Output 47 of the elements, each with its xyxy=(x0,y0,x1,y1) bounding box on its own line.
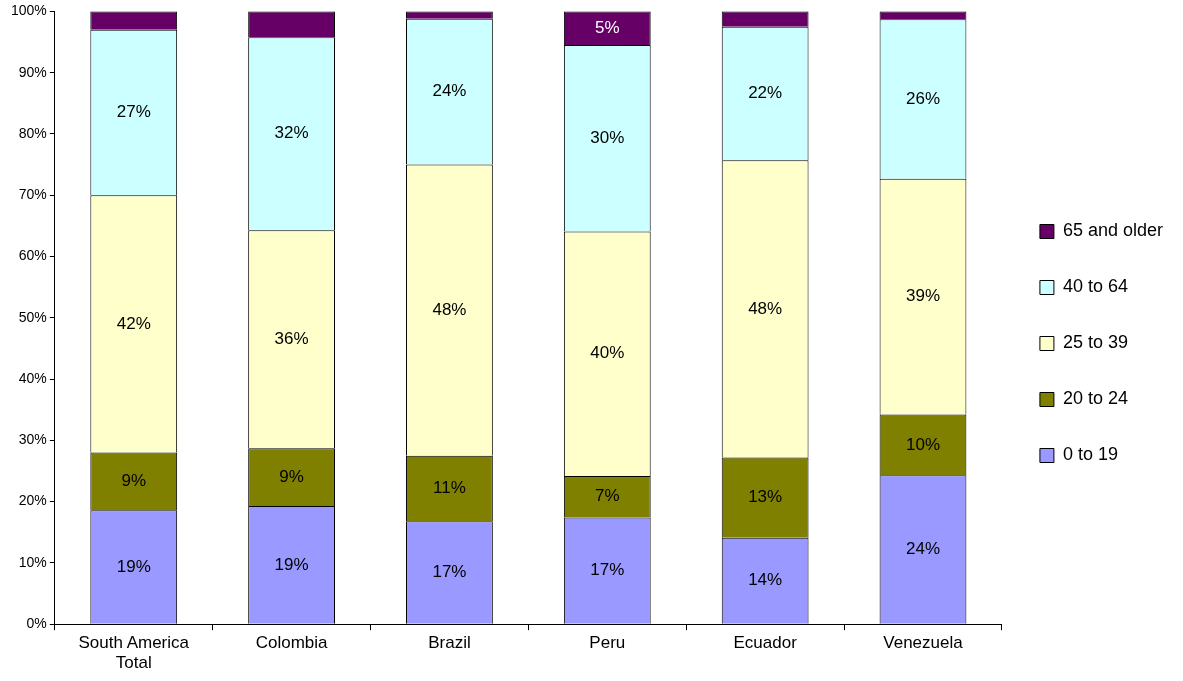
data-label: 32% xyxy=(274,123,309,143)
y-tick-label: 60% xyxy=(18,247,47,264)
data-label: 39% xyxy=(905,286,941,306)
y-tick-label: 50% xyxy=(18,308,47,325)
x-tick-label: Ecuador xyxy=(733,633,798,653)
data-label: 10% xyxy=(905,434,941,454)
data-label: 48% xyxy=(748,298,783,318)
data-label: 27% xyxy=(116,102,151,122)
data-label: 19% xyxy=(116,556,151,576)
data-label: 5% xyxy=(595,17,620,37)
data-label: 13% xyxy=(748,487,783,507)
x-tick-label: Colombia xyxy=(255,633,329,653)
data-label: 22% xyxy=(748,83,783,103)
y-tick-label: 0% xyxy=(26,615,47,632)
legend-label: 25 to 39 xyxy=(1062,332,1128,353)
data-label: 48% xyxy=(432,299,467,319)
data-label: 24% xyxy=(905,539,941,559)
data-label: 26% xyxy=(905,88,941,108)
legend-label: 65 and older xyxy=(1062,220,1164,241)
legend-label: 40 to 64 xyxy=(1062,276,1128,297)
data-label: 9% xyxy=(121,471,147,491)
y-tick-label: 10% xyxy=(18,553,47,570)
y-tick-label: 20% xyxy=(18,492,47,509)
legend-label: 0 to 19 xyxy=(1062,444,1118,465)
y-tick-label: 30% xyxy=(18,431,47,448)
data-label: 7% xyxy=(595,486,620,506)
x-tick-label: Brazil xyxy=(428,633,471,653)
y-tick-label: 90% xyxy=(18,63,47,80)
data-label: 24% xyxy=(432,81,467,101)
y-tick-label: 100% xyxy=(10,2,47,19)
data-label: 36% xyxy=(274,328,309,348)
data-label: 19% xyxy=(274,554,309,574)
y-tick-label: 70% xyxy=(18,186,47,203)
data-label: 40% xyxy=(590,343,625,363)
x-tick-label: Peru xyxy=(589,633,626,653)
x-tick-label: South America Total xyxy=(78,633,190,673)
data-label: 11% xyxy=(433,478,466,498)
data-label: 30% xyxy=(590,127,625,147)
data-label: 9% xyxy=(279,466,304,486)
data-label: 14% xyxy=(748,570,783,590)
legend-label: 20 to 24 xyxy=(1062,388,1128,409)
x-tick-label: Venezuela xyxy=(883,633,964,653)
data-label: 42% xyxy=(116,313,151,333)
y-tick-label: 40% xyxy=(18,369,47,386)
y-tick-label: 80% xyxy=(18,124,47,141)
data-label: 17% xyxy=(432,562,467,582)
data-label: 17% xyxy=(590,560,625,580)
